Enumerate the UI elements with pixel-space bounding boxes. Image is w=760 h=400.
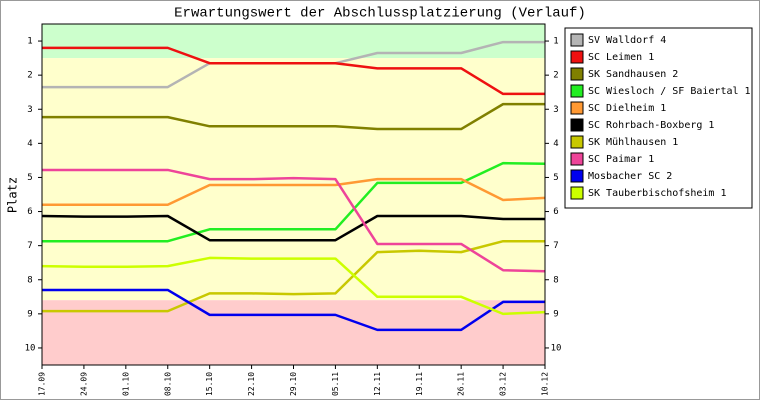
chart-title: Erwartungswert der Abschlussplatzierung … — [174, 6, 586, 22]
y-tick-label-right: 10 — [551, 343, 562, 353]
legend-swatch — [570, 33, 584, 47]
y-tick-label-right: 8 — [553, 275, 558, 285]
y-tick-label-right: 6 — [553, 207, 558, 217]
legend-swatch — [570, 152, 584, 166]
series-line — [42, 239, 545, 313]
series-line — [42, 168, 546, 273]
y-tick-label: 7 — [27, 241, 32, 251]
y-tick-label: 1 — [27, 37, 32, 47]
y-tick-label-right: 2 — [553, 71, 558, 81]
y-tick-label-right: 9 — [553, 309, 558, 319]
x-tick-label: 10.12 — [541, 372, 550, 396]
y-tick-label-right: 5 — [553, 173, 558, 183]
y-axis-label: Platz — [6, 177, 20, 213]
legend-label: SK Sandhausen 2 — [588, 69, 678, 80]
y-tick-label: 2 — [27, 71, 32, 81]
legend-label: SC Dielheim 1 — [588, 103, 666, 114]
y-tick-label: 8 — [27, 275, 32, 285]
legend-swatch — [570, 67, 584, 81]
y-tick-label-right: 1 — [553, 37, 558, 47]
x-tick-label: 08.10 — [163, 372, 172, 396]
y-tick-label: 6 — [27, 207, 32, 217]
legend-swatch — [570, 50, 584, 64]
legend-swatch — [570, 118, 584, 132]
x-tick-label: 17.09 — [38, 372, 47, 396]
series-line — [42, 46, 545, 96]
x-tick-label: 22.10 — [247, 372, 256, 396]
y-tick-label: 5 — [27, 173, 32, 183]
series-line — [42, 288, 545, 332]
x-tick-label: 15.10 — [205, 372, 214, 396]
legend-swatch — [570, 186, 584, 200]
series-line — [41, 214, 545, 242]
x-tick-label: 01.10 — [121, 372, 130, 396]
x-tick-label: 26.11 — [457, 372, 466, 396]
legend-label: SK Mühlhausen 1 — [588, 137, 678, 148]
legend-swatch — [570, 169, 584, 183]
legend-swatch — [570, 101, 584, 115]
y-tick-label: 3 — [27, 105, 32, 115]
series-line — [41, 256, 546, 316]
y-tick-label-right: 4 — [553, 139, 558, 149]
x-tick-label: 29.10 — [289, 372, 298, 396]
legend-swatch — [570, 135, 584, 149]
legend-label: Mosbacher SC 2 — [588, 171, 672, 182]
x-tick-label: 19.11 — [415, 372, 424, 396]
legend-label: SC Rohrbach-Boxberg 1 — [588, 120, 714, 131]
legend-label: SC Wiesloch / SF Baiertal 1 — [588, 86, 751, 97]
x-tick-label: 12.11 — [373, 372, 382, 396]
y-tick-label-right: 3 — [553, 105, 558, 115]
y-tick-label: 10 — [25, 343, 36, 353]
legend-label: SV Walldorf 4 — [588, 35, 666, 46]
x-tick-label: 05.11 — [331, 372, 340, 396]
y-tick-label: 4 — [27, 139, 32, 149]
y-tick-label: 9 — [27, 309, 32, 319]
legend-swatch — [570, 84, 584, 98]
background-band — [42, 24, 545, 59]
series-line — [42, 177, 546, 206]
series-line — [42, 102, 545, 131]
legend-label: SC Paimar 1 — [588, 154, 654, 165]
legend-label: SC Leimen 1 — [588, 52, 654, 63]
x-tick-label: 24.09 — [79, 372, 88, 396]
legend — [564, 27, 753, 209]
legend-label: SK Tauberbischofsheim 1 — [588, 188, 726, 199]
x-tick-label: 03.12 — [499, 372, 508, 396]
y-tick-label-right: 7 — [553, 241, 558, 251]
series-line — [42, 161, 546, 243]
